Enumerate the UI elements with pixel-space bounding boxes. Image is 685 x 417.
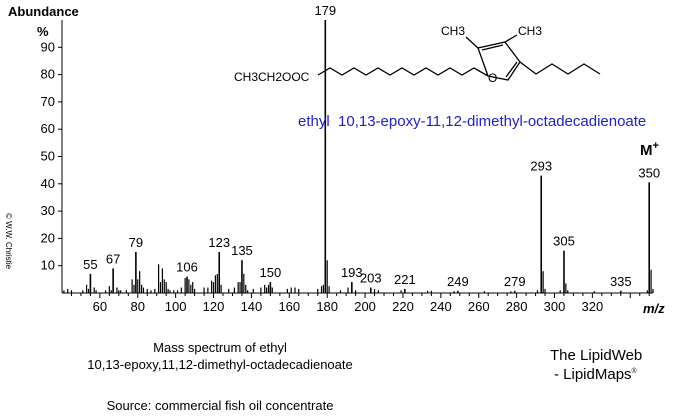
y-tick-label-40: 40 — [41, 176, 55, 191]
peak-label-150: 150 — [260, 265, 282, 280]
peak-label-335: 335 — [610, 274, 632, 289]
x-tick-label-240: 240 — [430, 299, 452, 314]
peak-label-293: 293 — [530, 159, 552, 174]
structure-acyl-chain — [317, 67, 489, 77]
peak-label-305: 305 — [553, 234, 575, 249]
peak-label-221: 221 — [394, 272, 416, 287]
y-tick-label-70: 70 — [41, 94, 55, 109]
x-tick-label-120: 120 — [203, 299, 225, 314]
registered-mark: ® — [631, 368, 637, 375]
structure-pentyl-chain — [519, 61, 601, 75]
x-tick-label-180: 180 — [316, 299, 338, 314]
caption: Mass spectrum of ethyl 10,13-epoxy,11,12… — [60, 340, 380, 372]
brand-line-2: - LipidMaps® — [554, 366, 637, 383]
brand: The LipidWeb - LipidMaps® — [550, 347, 642, 383]
peak-label-135: 135 — [231, 243, 253, 258]
peak-label-106: 106 — [176, 260, 198, 275]
side-credit: © W.W. Christie — [4, 213, 13, 270]
structure-methyl-right: CH3 — [518, 24, 542, 38]
y-tick-label-90: 90 — [41, 39, 55, 54]
compound-name: ethyl 10,13-epoxy-11,12-dimethyl-octadec… — [298, 113, 646, 130]
x-tick-label-100: 100 — [165, 299, 187, 314]
structure-methyl-bond-left — [465, 36, 479, 49]
y-tick-label-60: 60 — [41, 121, 55, 136]
x-ticks: 60 80 100 120 140 160 180 200 220 240 260 280 300 320 — [70, 293, 650, 314]
structure-drawing — [317, 34, 601, 81]
peak-label-193: 193 — [341, 265, 363, 280]
y-tick-label-80: 80 — [41, 67, 55, 82]
caption-source: Source: commercial fish oil concentrate — [106, 398, 334, 413]
structure-methyl-bond-right — [504, 34, 518, 43]
x-tick-label-320: 320 — [582, 299, 604, 314]
structure-ester-group: CH3CH2OOC — [234, 70, 310, 84]
peak-label-203: 203 — [360, 271, 382, 286]
structure-methyl-left: CH3 — [441, 24, 465, 38]
x-tick-label-80: 80 — [131, 299, 145, 314]
peak-label-249: 249 — [447, 274, 469, 289]
x-tick-label-280: 280 — [506, 299, 528, 314]
peak-label-79: 79 — [129, 235, 143, 250]
peak-label-350: 350 — [638, 165, 660, 180]
structure-ring-oxygen: O — [488, 71, 497, 85]
y-tick-label-20: 20 — [41, 230, 55, 245]
x-tick-label-60: 60 — [93, 299, 107, 314]
x-tick-label-140: 140 — [241, 299, 263, 314]
x-tick-label-300: 300 — [544, 299, 566, 314]
y-axis-unit: % — [37, 24, 49, 39]
peak-label-55: 55 — [83, 257, 97, 272]
brand-line-1: The LipidWeb — [550, 347, 643, 364]
molecular-ion-label: M+ — [640, 140, 659, 159]
structure-furan-ring — [477, 41, 521, 81]
x-tick-label-200: 200 — [354, 299, 376, 314]
y-tick-label-30: 30 — [41, 203, 55, 218]
x-tick-label-160: 160 — [278, 299, 300, 314]
peak-label-279: 279 — [504, 274, 526, 289]
y-axis-title: Abundance — [8, 4, 79, 19]
peak-label-179: 179 — [314, 3, 336, 18]
x-tick-label-260: 260 — [468, 299, 490, 314]
caption-line-1: Mass spectrum of ethyl — [153, 340, 287, 355]
peak-label-67: 67 — [106, 251, 120, 266]
peak-label-123: 123 — [208, 235, 230, 250]
peaks — [63, 20, 654, 293]
y-tick-label-10: 10 — [41, 258, 55, 273]
x-tick-label-220: 220 — [392, 299, 414, 314]
caption-line-2: 10,13-epoxy,11,12-dimethyl-octadecadieno… — [87, 357, 353, 372]
x-axis-title: m/z — [643, 301, 665, 316]
y-tick-label-50: 50 — [41, 149, 55, 164]
y-ticks: 10 20 30 40 50 60 70 80 90 — [41, 39, 62, 273]
